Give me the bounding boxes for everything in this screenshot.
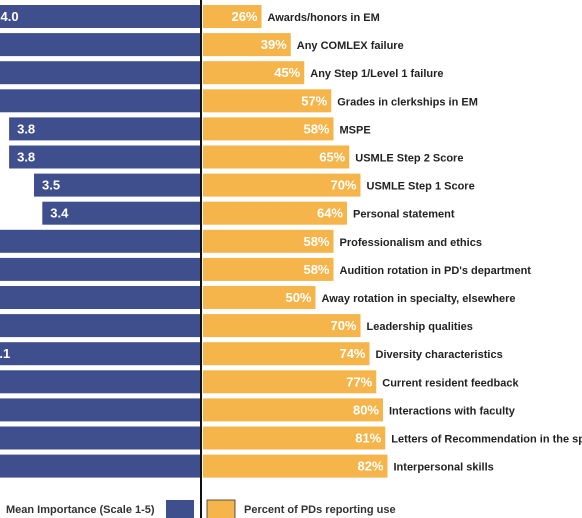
- percent-bar: [203, 145, 350, 169]
- category-label: Diversity characteristics: [376, 349, 503, 361]
- percent-bars: 26% Awards/honors in EM 39% Any COMLEX fail…: [203, 5, 582, 478]
- importance-bar: [0, 426, 200, 450]
- legend: Mean Importance (Scale 1-5) Percent of P…: [6, 499, 396, 518]
- percent-value-label: 74%: [339, 346, 365, 361]
- importance-bars: 4.04.44.44.33.83.83.53.44.64.74.84.44.14…: [0, 5, 201, 478]
- percent-value-label: 82%: [357, 459, 383, 474]
- percent-bar: [203, 229, 334, 253]
- category-label: Audition rotation in PD's department: [340, 265, 532, 277]
- percent-bar: [203, 426, 386, 450]
- importance-value-label: 3.5: [42, 178, 60, 193]
- category-label: Any COMLEX failure: [297, 40, 404, 52]
- importance-bar: [0, 370, 200, 394]
- importance-bar: [42, 201, 200, 225]
- percent-bar: [203, 370, 377, 394]
- importance-bar: [0, 257, 201, 281]
- category-label: Personal statement: [353, 209, 455, 221]
- category-label: Professionalism and ethics: [340, 237, 482, 249]
- category-label: Any Step 1/Level 1 failure: [310, 68, 443, 80]
- percent-value-label: 45%: [274, 65, 300, 80]
- percent-value-label: 57%: [301, 93, 327, 108]
- percent-bar: [203, 33, 291, 57]
- importance-value-label: 4.0: [1, 9, 19, 24]
- percent-value-label: 58%: [303, 234, 329, 249]
- category-label: Interpersonal skills: [394, 462, 494, 474]
- percent-value-label: 70%: [330, 178, 356, 193]
- importance-bar: [0, 286, 200, 309]
- percent-value-label: 65%: [319, 150, 345, 165]
- category-label: Letters of Recommendation in the special…: [391, 434, 582, 446]
- percent-value-label: 58%: [303, 121, 329, 136]
- importance-value-label: 3.8: [17, 150, 35, 165]
- importance-bar: [9, 145, 200, 169]
- percent-bar: [203, 454, 388, 478]
- importance-bar: [0, 454, 200, 478]
- legend-mean-importance-swatch: [166, 500, 194, 518]
- legend-percent-label: Percent of PDs reporting use: [244, 504, 396, 516]
- importance-bar: [34, 173, 200, 197]
- legend-percent-swatch: [206, 499, 236, 518]
- importance-value-label: 3.8: [17, 121, 35, 136]
- percent-bar: [203, 89, 332, 113]
- category-label: Current resident feedback: [382, 377, 519, 389]
- percent-value-label: 80%: [353, 402, 379, 417]
- percent-bar: [203, 61, 305, 85]
- percent-bar: [203, 342, 370, 366]
- percent-value-label: 39%: [261, 37, 287, 52]
- percent-value-label: 81%: [355, 431, 381, 446]
- percent-bar: [203, 286, 316, 309]
- importance-value-label: 3.4: [50, 206, 69, 221]
- importance-bar: [0, 229, 200, 253]
- percent-value-label: 26%: [231, 9, 257, 24]
- legend-mean-importance-label: Mean Importance (Scale 1-5): [6, 504, 155, 516]
- importance-bar: [0, 61, 200, 85]
- importance-value-label: 4.1: [0, 346, 10, 361]
- importance-bar: [0, 5, 200, 28]
- category-label: USMLE Step 2 Score: [355, 153, 463, 165]
- importance-bar: [0, 33, 200, 57]
- percent-value-label: 50%: [285, 290, 311, 305]
- category-label: Away rotation in specialty, elsewhere: [322, 293, 516, 305]
- percent-bar: [203, 117, 334, 141]
- importance-bar: [0, 398, 201, 422]
- category-label: Leadership qualities: [367, 321, 473, 333]
- percent-bar: [203, 398, 383, 422]
- category-label: USMLE Step 1 Score: [367, 181, 475, 193]
- percent-bar: [203, 201, 347, 225]
- percent-bar: [203, 5, 262, 28]
- category-label: MSPE: [340, 124, 371, 136]
- category-label: Awards/honors in EM: [268, 12, 380, 24]
- importance-bar: [9, 117, 200, 141]
- percent-value-label: 70%: [330, 318, 356, 333]
- importance-bar: [0, 342, 201, 366]
- percent-bar: [203, 314, 361, 338]
- percent-bar: [203, 257, 334, 281]
- category-label: Interactions with faculty: [389, 405, 516, 417]
- percent-value-label: 58%: [303, 262, 329, 277]
- category-label: Grades in clerkships in EM: [337, 96, 478, 108]
- percent-value-label: 64%: [317, 206, 343, 221]
- percent-value-label: 77%: [346, 374, 372, 389]
- importance-bar: [0, 89, 200, 113]
- percent-bar: [203, 173, 361, 197]
- importance-bar: [0, 314, 200, 338]
